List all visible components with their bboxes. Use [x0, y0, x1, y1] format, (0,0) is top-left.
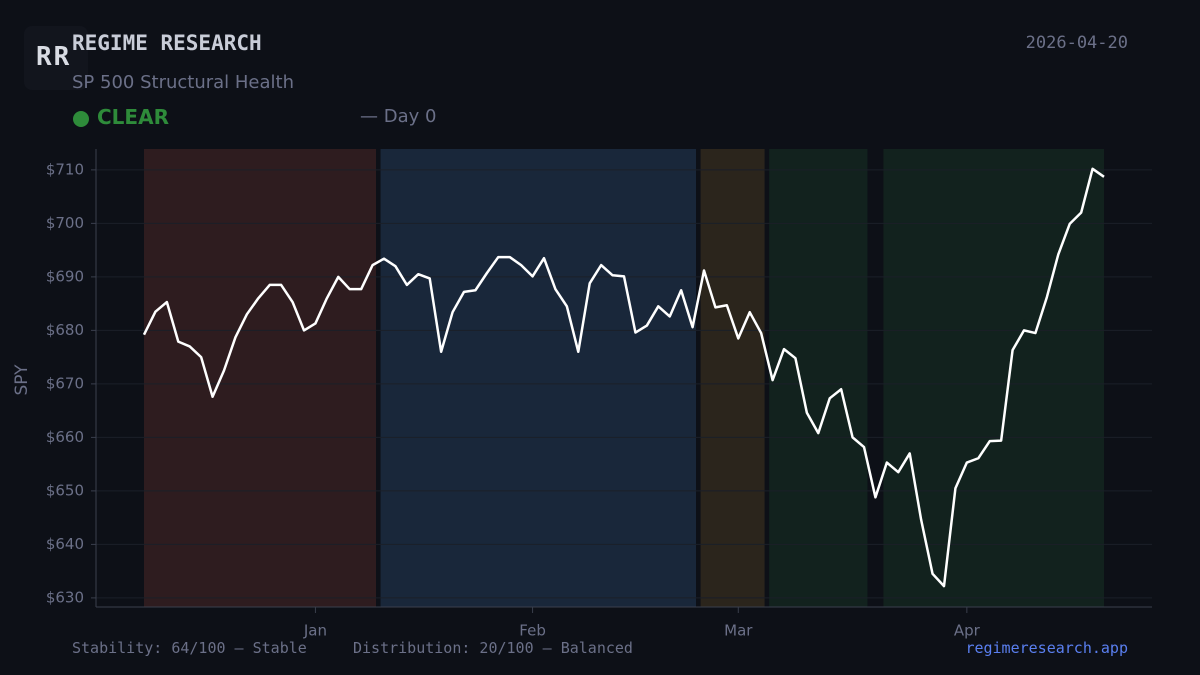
y-tick-label: $650: [46, 481, 84, 499]
subtitle: SP 500 Structural Health: [72, 72, 294, 93]
price-line: [142, 167, 1105, 588]
x-tick-label: Feb: [519, 622, 546, 640]
logo-text: RR: [36, 42, 72, 72]
status: CLEAR: [97, 105, 169, 129]
regime-band: [380, 149, 696, 607]
x-tick-label: Jan: [303, 622, 327, 640]
y-axis-label: SPY: [12, 364, 32, 396]
regime-band: [883, 149, 1104, 607]
x-tick-label: Mar: [724, 622, 753, 640]
regime-band: [769, 149, 868, 607]
y-tick-label: $690: [46, 267, 84, 285]
day: — Day 0: [360, 106, 437, 127]
y-tick-label: $660: [46, 428, 84, 446]
status-dot: [73, 111, 89, 127]
footer-stability: Stability: 64/100 — Stable: [72, 639, 307, 657]
y-tick-label: $670: [46, 374, 84, 392]
x-tick-label: Apr: [954, 622, 981, 640]
y-tick-label: $680: [46, 321, 84, 339]
brand: REGIME RESEARCH: [72, 31, 262, 55]
y-tick-label: $700: [46, 214, 84, 232]
regime-band: [700, 149, 765, 607]
y-tick-label: $640: [46, 535, 84, 553]
y-tick-label: $710: [46, 160, 84, 178]
logo: RR: [24, 26, 88, 90]
footer-link[interactable]: regimeresearch.app: [965, 639, 1128, 657]
y-tick-label: $630: [46, 588, 84, 606]
footer-distribution: Distribution: 20/100 — Balanced: [353, 639, 633, 657]
date: 2026-04-20: [1025, 33, 1128, 53]
regime-band: [144, 149, 376, 607]
